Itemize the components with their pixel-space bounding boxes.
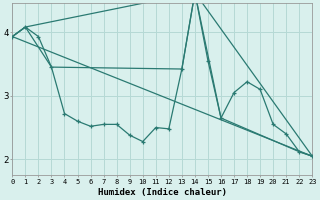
X-axis label: Humidex (Indice chaleur): Humidex (Indice chaleur) <box>98 188 227 197</box>
